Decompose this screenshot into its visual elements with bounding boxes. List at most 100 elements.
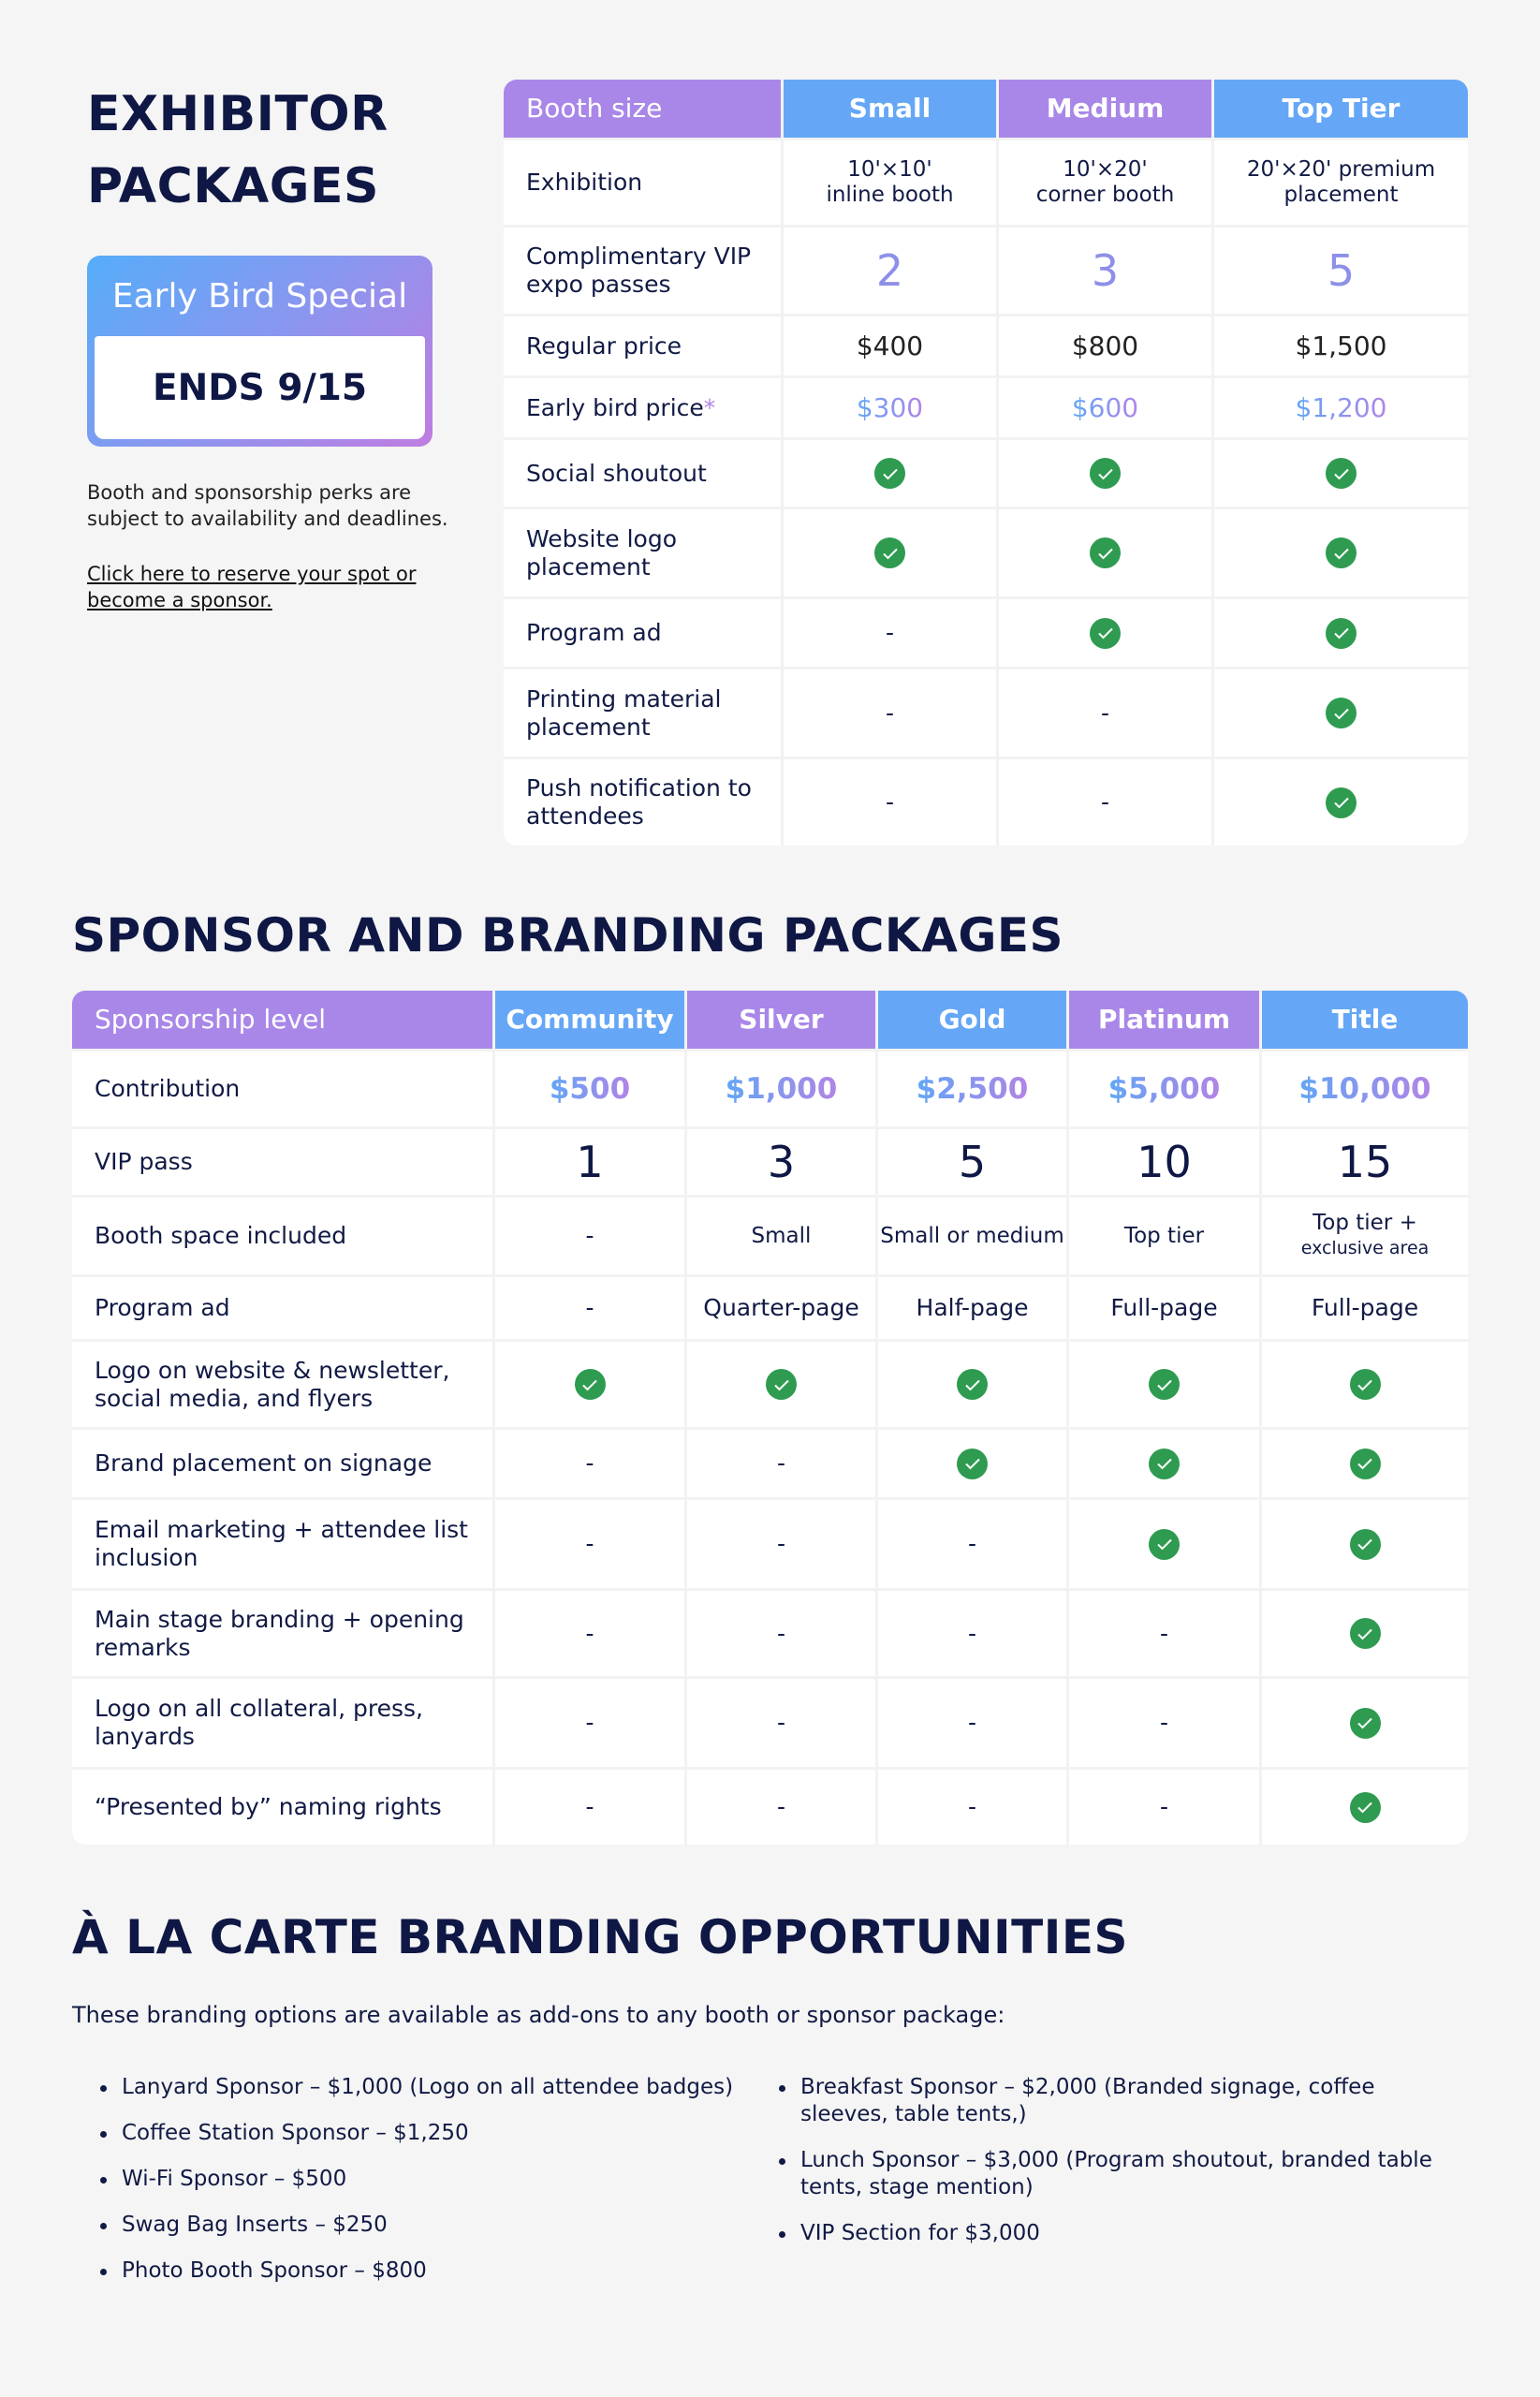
check-icon [1326,698,1357,728]
cell-value: $800 [1071,330,1139,361]
table-cell: Small or medium [878,1198,1066,1274]
check-icon [1090,617,1121,649]
check-icon [1349,1528,1381,1560]
row-label-text: VIP pass [95,1148,193,1175]
cell-text: 10'×10' inline booth [826,157,953,208]
cell-value: 3 [1091,245,1120,296]
check-icon [1149,1369,1180,1400]
check-icon [874,537,905,568]
table-cell: $400 [784,316,996,375]
cell-line: corner booth [1035,183,1175,207]
alacarte-list-left: Lanyard Sponsor – $1,000 (Logo on all at… [97,2074,753,2303]
table-cell [1262,1679,1468,1767]
alacarte-list-right: Breakfast Sponsor – $2,000 (Branded sign… [776,2074,1450,2266]
table-cell: - [495,1430,684,1497]
table-cell: 1 [495,1129,684,1195]
cell-value: Full-page [1110,1294,1218,1321]
table-cell [1214,440,1468,507]
table-cell: $800 [999,316,1211,375]
cell-line: 10'×10' [847,157,932,182]
list-item: VIP Section for $3,000 [776,2220,1450,2247]
table-cell: - [1069,1679,1259,1767]
column-header: Medium [999,80,1211,138]
check-icon [1349,1791,1381,1823]
dash: - [585,1793,594,1820]
table-cell [784,440,996,507]
check-icon [766,1369,797,1400]
table-cell: - [495,1770,684,1845]
row-label-text: Early bird price [526,393,704,421]
check-icon [1349,1618,1381,1649]
dash: - [967,1793,977,1820]
check-icon [574,1369,606,1400]
cell-value: Small or medium [880,1223,1064,1248]
table-cell: 10'×10' inline booth [784,140,996,225]
row-label: Logo on all collateral, press, lanyards [72,1679,492,1767]
list-item: Wi-Fi Sponsor – $500 [97,2166,753,2193]
table-cell [1069,1430,1259,1497]
table-cell: $500 [495,1051,684,1126]
cell-text: Top tier + exclusive area [1301,1211,1430,1261]
list-item: Photo Booth Sponsor – $800 [97,2257,753,2285]
table-cell: 20'×20' premium placement [1214,140,1468,225]
cell-line: 10'×20' [1063,157,1148,182]
cell-line: inline booth [826,183,954,207]
cell-value: Half-page [916,1294,1029,1321]
table-cell: 15 [1262,1129,1468,1195]
row-label-text: Regular price [526,331,682,360]
dash: - [776,1530,786,1557]
cell-value: $500 [549,1072,631,1106]
table-cell [784,509,996,596]
dash: - [885,619,895,646]
table-cell [878,1430,1066,1497]
row-label-text: Email marketing + attendee list inclusio… [95,1516,468,1571]
dash: - [1159,1619,1169,1647]
dash: - [967,1530,977,1557]
row-label-text: Push notification to attendees [526,774,752,830]
cell-value: $1,000 [725,1072,838,1106]
table-cell: - [1069,1591,1259,1676]
table-cell: Quarter-page [687,1277,875,1339]
table-cell: 3 [687,1129,875,1195]
dash: - [967,1619,977,1647]
dash: - [585,1709,594,1736]
table-cell: 5 [1214,228,1468,314]
dash: - [776,1449,786,1477]
table-cell: $2,500 [878,1051,1066,1126]
dash: - [776,1793,786,1820]
early-bird-deadline: ENDS 9/15 [95,336,425,439]
row-label: Exhibition [504,140,781,225]
list-item: Coffee Station Sponsor – $1,250 [97,2120,753,2147]
table-cell: - [687,1591,875,1676]
reserve-link[interactable]: Click here to reserve your spot or becom… [87,563,417,611]
table-cell: - [999,669,1211,757]
cell-value: 5 [1327,245,1356,296]
dash: - [1159,1709,1169,1736]
table-cell [687,1342,875,1427]
table-cell: Small [687,1198,875,1274]
dash: - [585,1294,594,1321]
table-cell: $300 [784,378,996,437]
row-label-text: Program ad [526,619,662,646]
dash: - [1100,699,1110,727]
table-cell [1262,1342,1468,1427]
table-cell: - [878,1679,1066,1767]
table-cell: - [687,1679,875,1767]
cell-value: 15 [1337,1137,1393,1187]
table-cell [878,1342,1066,1427]
check-icon [1326,787,1357,818]
cell-value: $1,500 [1295,330,1387,361]
table-cell: 2 [784,228,996,314]
check-icon [1326,537,1357,568]
cell-value: 5 [958,1137,987,1187]
table-cell: - [495,1679,684,1767]
check-icon [1326,617,1357,649]
dash: - [585,1619,594,1647]
table-cell: Full-page [1069,1277,1259,1339]
cell-value: 2 [875,245,904,296]
sponsor-title: SPONSOR AND BRANDING PACKAGES [72,908,1064,963]
early-bird-title: Early Bird Special [111,276,408,316]
list-item: Lanyard Sponsor – $1,000 (Logo on all at… [97,2074,753,2101]
table-cell [999,599,1211,667]
table-cell [1214,669,1468,757]
